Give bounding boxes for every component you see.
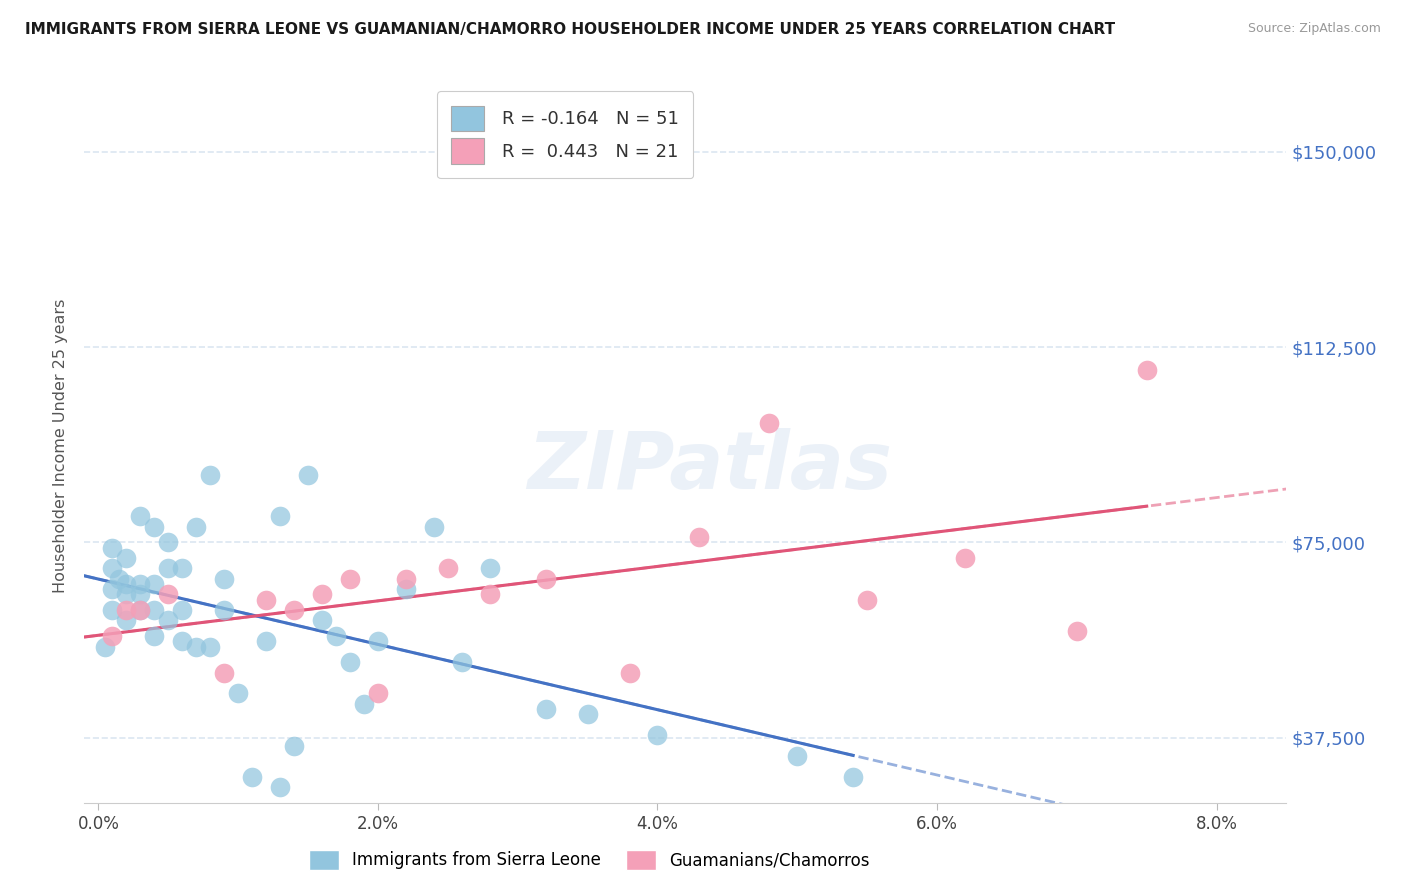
Point bbox=[101, 582, 124, 597]
Point bbox=[129, 603, 152, 617]
Point bbox=[1066, 624, 1088, 638]
Point bbox=[129, 603, 152, 617]
Point bbox=[172, 561, 194, 575]
Point bbox=[758, 416, 780, 430]
Text: Source: ZipAtlas.com: Source: ZipAtlas.com bbox=[1247, 22, 1381, 36]
Point bbox=[953, 551, 976, 566]
Point bbox=[339, 655, 361, 669]
Point bbox=[198, 640, 221, 654]
Point bbox=[254, 634, 277, 648]
Point bbox=[240, 770, 263, 784]
Point bbox=[353, 697, 375, 711]
Point bbox=[115, 577, 138, 591]
Point bbox=[157, 587, 180, 601]
Point bbox=[856, 592, 879, 607]
Point bbox=[367, 634, 389, 648]
Point bbox=[115, 603, 138, 617]
Point bbox=[172, 603, 194, 617]
Point bbox=[186, 640, 208, 654]
Point bbox=[478, 561, 501, 575]
Point bbox=[367, 686, 389, 700]
Point bbox=[115, 587, 138, 601]
Point bbox=[212, 665, 235, 680]
Point bbox=[269, 509, 291, 524]
Point bbox=[212, 603, 235, 617]
Point bbox=[534, 702, 557, 716]
Point bbox=[325, 629, 347, 643]
Point bbox=[157, 535, 180, 549]
Point bbox=[339, 572, 361, 586]
Point bbox=[423, 520, 446, 534]
Point bbox=[129, 587, 152, 601]
Point bbox=[534, 572, 557, 586]
Point bbox=[143, 520, 166, 534]
Point bbox=[311, 614, 333, 628]
Point bbox=[1136, 363, 1159, 377]
Point bbox=[226, 686, 249, 700]
Text: IMMIGRANTS FROM SIERRA LEONE VS GUAMANIAN/CHAMORRO HOUSEHOLDER INCOME UNDER 25 Y: IMMIGRANTS FROM SIERRA LEONE VS GUAMANIA… bbox=[25, 22, 1115, 37]
Point bbox=[101, 603, 124, 617]
Legend: Immigrants from Sierra Leone, Guamanians/Chamorros: Immigrants from Sierra Leone, Guamanians… bbox=[302, 843, 876, 877]
Point bbox=[129, 509, 152, 524]
Point bbox=[297, 467, 319, 482]
Y-axis label: Householder Income Under 25 years: Householder Income Under 25 years bbox=[53, 299, 69, 593]
Point bbox=[101, 561, 124, 575]
Point bbox=[311, 587, 333, 601]
Point bbox=[619, 665, 641, 680]
Point bbox=[212, 572, 235, 586]
Point bbox=[478, 587, 501, 601]
Point bbox=[101, 629, 124, 643]
Point bbox=[143, 629, 166, 643]
Point bbox=[143, 603, 166, 617]
Point bbox=[115, 614, 138, 628]
Point bbox=[688, 530, 710, 544]
Point bbox=[94, 640, 117, 654]
Point bbox=[172, 634, 194, 648]
Point bbox=[254, 592, 277, 607]
Point bbox=[436, 561, 458, 575]
Point bbox=[283, 603, 305, 617]
Point bbox=[157, 561, 180, 575]
Point bbox=[283, 739, 305, 753]
Point bbox=[101, 541, 124, 555]
Point bbox=[786, 748, 808, 763]
Point bbox=[395, 582, 418, 597]
Point bbox=[647, 728, 669, 742]
Point bbox=[576, 707, 599, 722]
Point bbox=[842, 770, 865, 784]
Point bbox=[129, 577, 152, 591]
Point bbox=[395, 572, 418, 586]
Text: ZIPatlas: ZIPatlas bbox=[527, 428, 891, 507]
Point bbox=[143, 577, 166, 591]
Point bbox=[108, 572, 131, 586]
Point bbox=[157, 614, 180, 628]
Point bbox=[198, 467, 221, 482]
Point bbox=[115, 551, 138, 566]
Point bbox=[450, 655, 472, 669]
Point bbox=[186, 520, 208, 534]
Point bbox=[269, 780, 291, 794]
